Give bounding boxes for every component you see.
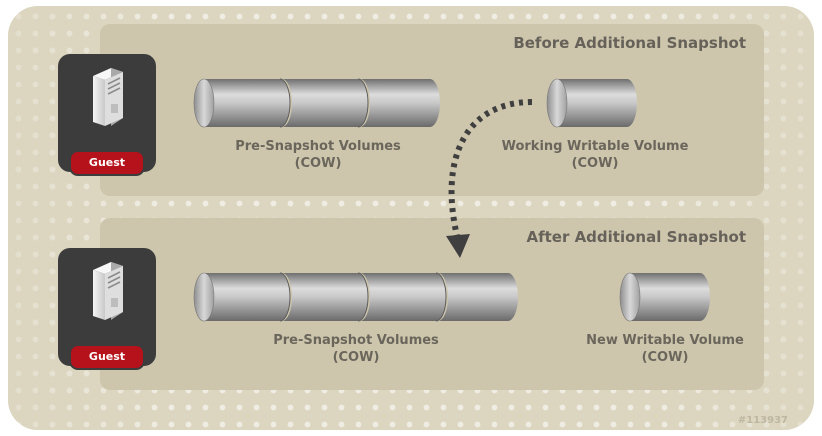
figure-id-watermark: #113937 — [737, 415, 788, 426]
arrow-head-icon — [446, 234, 470, 258]
volume-cylinder — [360, 79, 440, 127]
snapshot-arrow — [446, 99, 533, 258]
panel-title-before: Before Additional Snapshot — [513, 34, 746, 52]
volume-cylinder — [438, 273, 518, 321]
volume-cylinder — [194, 78, 291, 128]
working-writable-label: Working Writable Volume (COW) — [501, 139, 689, 171]
panel-title-after: After Additional Snapshot — [526, 228, 746, 246]
new-writable-label: New Writable Volume (COW) — [586, 333, 744, 365]
guest-badge-before: Guest — [71, 152, 143, 174]
working-writable-volume — [546, 78, 637, 128]
volume-cylinder — [360, 272, 447, 322]
pre-snapshot-volumes-before — [193, 78, 440, 128]
volume-cylinder — [282, 78, 369, 128]
new-writable-volume — [619, 272, 710, 322]
panel-before-snapshot: Before Additional Snapshot — [100, 24, 764, 196]
guest-card-before: Guest — [58, 54, 156, 174]
volume-cylinder — [194, 272, 291, 322]
server-tower-icon — [93, 68, 123, 126]
guest-badge-after: Guest — [71, 346, 143, 368]
volume-cylinder — [282, 272, 369, 322]
server-tower-icon — [93, 262, 123, 320]
guest-card-after: Guest — [58, 248, 156, 368]
pre-snapshot-volumes-after — [193, 272, 518, 322]
pre-snapshot-label-before: Pre-Snapshot Volumes (COW) — [235, 139, 401, 171]
pre-snapshot-label-after: Pre-Snapshot Volumes (COW) — [273, 333, 439, 365]
